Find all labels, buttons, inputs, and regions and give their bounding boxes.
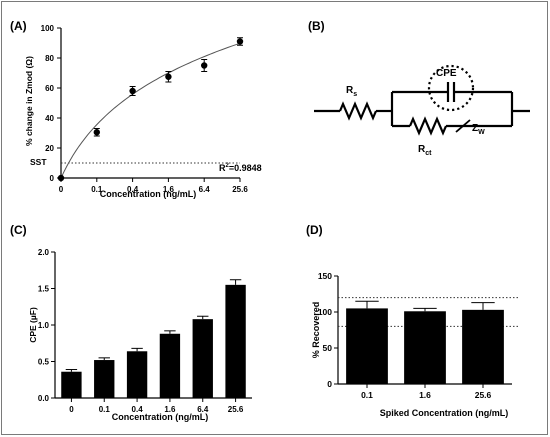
circuit-diagram <box>314 64 530 136</box>
chart-a-xlabel: Concentration (ng/mL) <box>100 189 197 199</box>
rs-label-sub: s <box>353 91 357 98</box>
zw-label-sub: W <box>478 129 485 136</box>
chart-a-x-tick-label: 25.6 <box>232 185 248 194</box>
chart-c-x-tick-label: 25.6 <box>228 405 244 414</box>
chart-d: 0 50 100 150 0.1 1.6 25.6 % Recovered Spiked C… <box>311 271 520 418</box>
chart-a-x-tick-label: 1.6 <box>163 185 175 194</box>
chart-c-bar <box>126 351 148 398</box>
chart-d-y-tick-label: 150 <box>318 271 332 281</box>
chart-d-xlabel: Spiked Concentration (ng/mL) <box>380 408 509 418</box>
chart-c-y-tick-label: 0.5 <box>38 358 50 367</box>
chart-a-x-tick-label: 0.1 <box>91 185 103 194</box>
panel-label-a: (A) <box>10 19 27 33</box>
chart-c: 0.0 0.5 1.0 1.5 2.0 0 0.1 0.4 1.6 6.4 25.6 CPE (µF… <box>28 248 252 422</box>
chart-a-y-tick-label: 60 <box>45 84 54 93</box>
chart-a-r2-value: =0.9848 <box>229 163 262 173</box>
chart-a-point <box>201 62 208 69</box>
chart-a-y-tick-label: 0 <box>50 174 55 183</box>
chart-d-x-tick-label: 25.6 <box>475 390 492 400</box>
chart-a-r2-sup: 2 <box>226 163 230 169</box>
chart-d-bar <box>404 311 446 384</box>
chart-a-x-tick-label: 0.4 <box>127 185 139 194</box>
chart-a-sst-label: SST <box>30 157 47 167</box>
chart-d-bar <box>462 309 504 384</box>
chart-a-point <box>236 38 244 45</box>
rct-label-sub: ct <box>425 150 432 157</box>
chart-c-bar <box>159 333 181 398</box>
chart-d-ylabel: % Recovered <box>311 302 321 359</box>
chart-a-ylabel: % change in Zmod (Ω) <box>24 56 34 146</box>
chart-c-x-tick-label: 0.4 <box>132 405 144 414</box>
resistor-rct <box>408 116 448 136</box>
warburg-element <box>455 119 471 133</box>
chart-d-x-tick-label: 0.1 <box>361 390 373 400</box>
chart-a-r2-label: R <box>219 163 226 173</box>
chart-c-bar <box>192 319 213 398</box>
resistor-rs <box>338 101 378 121</box>
zw-label: ZW <box>472 123 485 136</box>
rct-label-main: R <box>418 144 426 155</box>
chart-a-point <box>129 87 136 95</box>
panel-label-d: (D) <box>306 223 323 237</box>
chart-a-fit-curve <box>60 42 241 179</box>
chart-a-y-tick-label: 20 <box>45 144 54 153</box>
panel-label-b: (B) <box>308 19 325 33</box>
chart-c-x-tick-label: 0 <box>69 405 74 414</box>
chart-c-ylabel: CPE (µF) <box>28 307 38 343</box>
chart-c-x-tick-label: 1.6 <box>164 405 176 414</box>
chart-c-y-tick-label: 1.5 <box>38 285 50 294</box>
chart-d-y-tick-label: 50 <box>323 343 333 353</box>
chart-a-y-tick-label: 40 <box>45 114 54 123</box>
chart-d-bar <box>346 308 388 384</box>
chart-c-y-tick-label: 2.0 <box>38 248 50 257</box>
chart-a-y-tick-label: 100 <box>41 24 55 33</box>
cpe-dotted-circle <box>427 64 475 112</box>
cpe-label: CPE <box>436 68 457 79</box>
chart-d-y-tick-label: 0 <box>327 379 332 389</box>
panel-label-c: (C) <box>10 223 27 237</box>
rs-label-main: R <box>346 85 354 96</box>
chart-a-point <box>93 129 101 136</box>
chart-d-x-tick-label: 1.6 <box>419 390 431 400</box>
chart-a-point <box>57 174 65 182</box>
chart-c-y-tick-label: 1.0 <box>38 321 50 330</box>
chart-c-x-tick-label: 6.4 <box>197 405 209 414</box>
chart-c-marks: 0.0 0.5 1.0 1.5 2.0 0 0.1 0.4 1.6 6.4 25.6 <box>38 248 252 414</box>
chart-c-bar <box>225 284 246 398</box>
chart-a-y-tick-label: 80 <box>45 54 54 63</box>
chart-c-bar <box>94 360 115 398</box>
chart-a-x-tick-label: 0 <box>59 185 64 194</box>
chart-c-bar <box>61 371 82 398</box>
chart-c-xlabel: Concentration (ng/mL) <box>112 412 209 422</box>
chart-d-marks: 0 50 100 150 0.1 1.6 25.6 <box>318 271 520 400</box>
chart-a: 0 20 40 60 80 100 0 0.1 0.4 1.6 6.4 25.6 % change i… <box>24 24 262 199</box>
chart-a-r2: R2=0.9848 <box>219 163 262 173</box>
chart-c-y-tick-label: 0.0 <box>38 394 50 403</box>
rs-label: Rs <box>346 85 357 98</box>
zw-label-main: Z <box>472 123 478 134</box>
chart-a-x-tick-label: 6.4 <box>199 185 211 194</box>
chart-c-x-tick-label: 0.1 <box>99 405 111 414</box>
rct-label: Rct <box>418 144 432 157</box>
chart-a-point <box>165 73 172 80</box>
chart-a-marks: 0 20 40 60 80 100 0 0.1 0.4 1.6 6.4 25.6 <box>41 24 249 194</box>
chart-d-y-tick-label: 100 <box>318 307 332 317</box>
